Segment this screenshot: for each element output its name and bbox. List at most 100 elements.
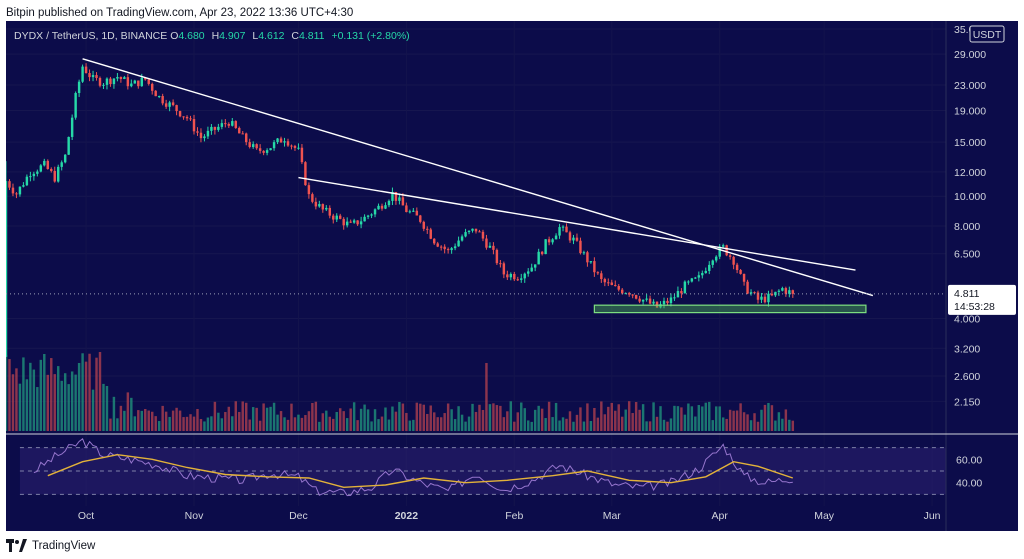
candle-body: [339, 215, 342, 219]
y-tick-label: 3.200: [954, 343, 980, 355]
candle-body: [617, 286, 620, 290]
countdown-value: 14:53:28: [954, 301, 995, 313]
volume-bar: [662, 419, 666, 431]
volume-bar: [756, 421, 760, 431]
volume-bar: [474, 411, 478, 431]
volume-bar: [701, 406, 704, 431]
volume-bar: [307, 411, 311, 431]
volume-bar: [67, 384, 70, 431]
candle-body: [224, 123, 227, 125]
candle-body: [662, 300, 666, 305]
candle-body: [126, 77, 130, 87]
candle-body: [586, 252, 589, 263]
candle-body: [164, 103, 168, 107]
candle-body: [446, 249, 450, 251]
volume-bar: [105, 386, 109, 431]
volume-bar: [57, 366, 60, 431]
candle-body: [231, 121, 234, 126]
volume-bar: [182, 417, 185, 431]
candle-body: [147, 79, 150, 84]
candle-body: [304, 162, 307, 186]
symbol-legend: DYDX / TetherUS, 1D, BINANCE O4.680 H4.9…: [14, 30, 410, 42]
volume-bar: [22, 357, 25, 431]
candle-body: [157, 96, 161, 98]
candle-body: [352, 220, 356, 223]
volume-bar: [109, 418, 112, 431]
candle-body: [67, 136, 70, 155]
candle-body: [137, 80, 140, 87]
candle-body: [53, 170, 56, 182]
volume-bar: [380, 416, 384, 431]
candle-body: [255, 144, 258, 149]
volume-bar: [8, 359, 11, 431]
chart-panel[interactable]: 35.00029.00023.00019.00015.00012.00010.0…: [6, 21, 1018, 531]
volume-bar: [325, 410, 328, 431]
volume-bar: [547, 401, 551, 431]
candle-body: [39, 165, 43, 172]
volume-bar: [485, 363, 488, 431]
volume-bar: [366, 409, 370, 431]
candle-body: [753, 292, 756, 294]
volume-bar: [614, 410, 617, 431]
candle-body: [554, 235, 558, 240]
volume-bar: [60, 380, 63, 431]
candle-body: [36, 171, 39, 174]
volume-bar: [408, 420, 412, 431]
volume-bar: [509, 401, 513, 431]
volume-bar: [255, 407, 258, 431]
open-label: O: [170, 30, 179, 42]
candle-body: [321, 204, 325, 210]
candle-body: [499, 263, 502, 265]
candle-body: [589, 261, 593, 263]
candle-body: [314, 201, 318, 207]
candle-body: [711, 260, 714, 265]
volume-bar: [412, 419, 415, 431]
volume-bar: [568, 411, 572, 431]
volume-bar: [251, 407, 255, 431]
candle-body: [457, 240, 460, 247]
price-chart[interactable]: 35.00029.00023.00019.00015.00012.00010.0…: [6, 21, 1018, 531]
candle-body: [363, 216, 366, 222]
volume-bar: [18, 383, 22, 431]
support-zone: [593, 304, 867, 314]
candle-body: [154, 90, 157, 97]
candle-body: [527, 271, 530, 274]
candle-body: [638, 298, 641, 302]
volume-bar: [286, 419, 290, 431]
y-tick-label: 19.000: [954, 106, 986, 118]
candle-body: [412, 210, 415, 212]
candle-body: [81, 66, 84, 82]
candle-body: [735, 264, 739, 271]
volume-bar: [446, 403, 450, 431]
x-tick-label: Dec: [289, 510, 308, 522]
candle-body: [540, 251, 544, 255]
volume-bar: [102, 383, 105, 431]
candle-body: [725, 245, 728, 256]
volume-bar: [269, 406, 272, 431]
publisher-line: Bitpin published on TradingView.com, Apr…: [0, 0, 1024, 26]
candle-body: [746, 281, 749, 294]
volume-bar: [137, 410, 140, 431]
volume-bar: [572, 421, 575, 431]
volume-bar: [596, 417, 600, 431]
y-tick-label: 10.000: [954, 191, 986, 203]
candle-body: [708, 264, 711, 271]
volume-bar: [144, 408, 147, 431]
candle-body: [234, 121, 237, 128]
x-tick-label: Jun: [924, 510, 941, 522]
volume-bar: [607, 406, 610, 431]
candle-body: [175, 105, 178, 112]
volume-bar: [422, 404, 425, 431]
candle-body: [238, 127, 241, 134]
x-tick-label: May: [814, 510, 835, 522]
candle-body: [788, 290, 791, 294]
close-value: 4.811: [299, 30, 325, 42]
candle-body: [290, 145, 293, 147]
candle-body: [276, 138, 279, 143]
volume-bar: [711, 420, 714, 431]
volume-bar: [258, 420, 262, 431]
candle-body: [770, 293, 774, 296]
volume-bar: [290, 403, 293, 431]
volume-bar: [373, 409, 377, 431]
candle-body: [22, 185, 25, 187]
